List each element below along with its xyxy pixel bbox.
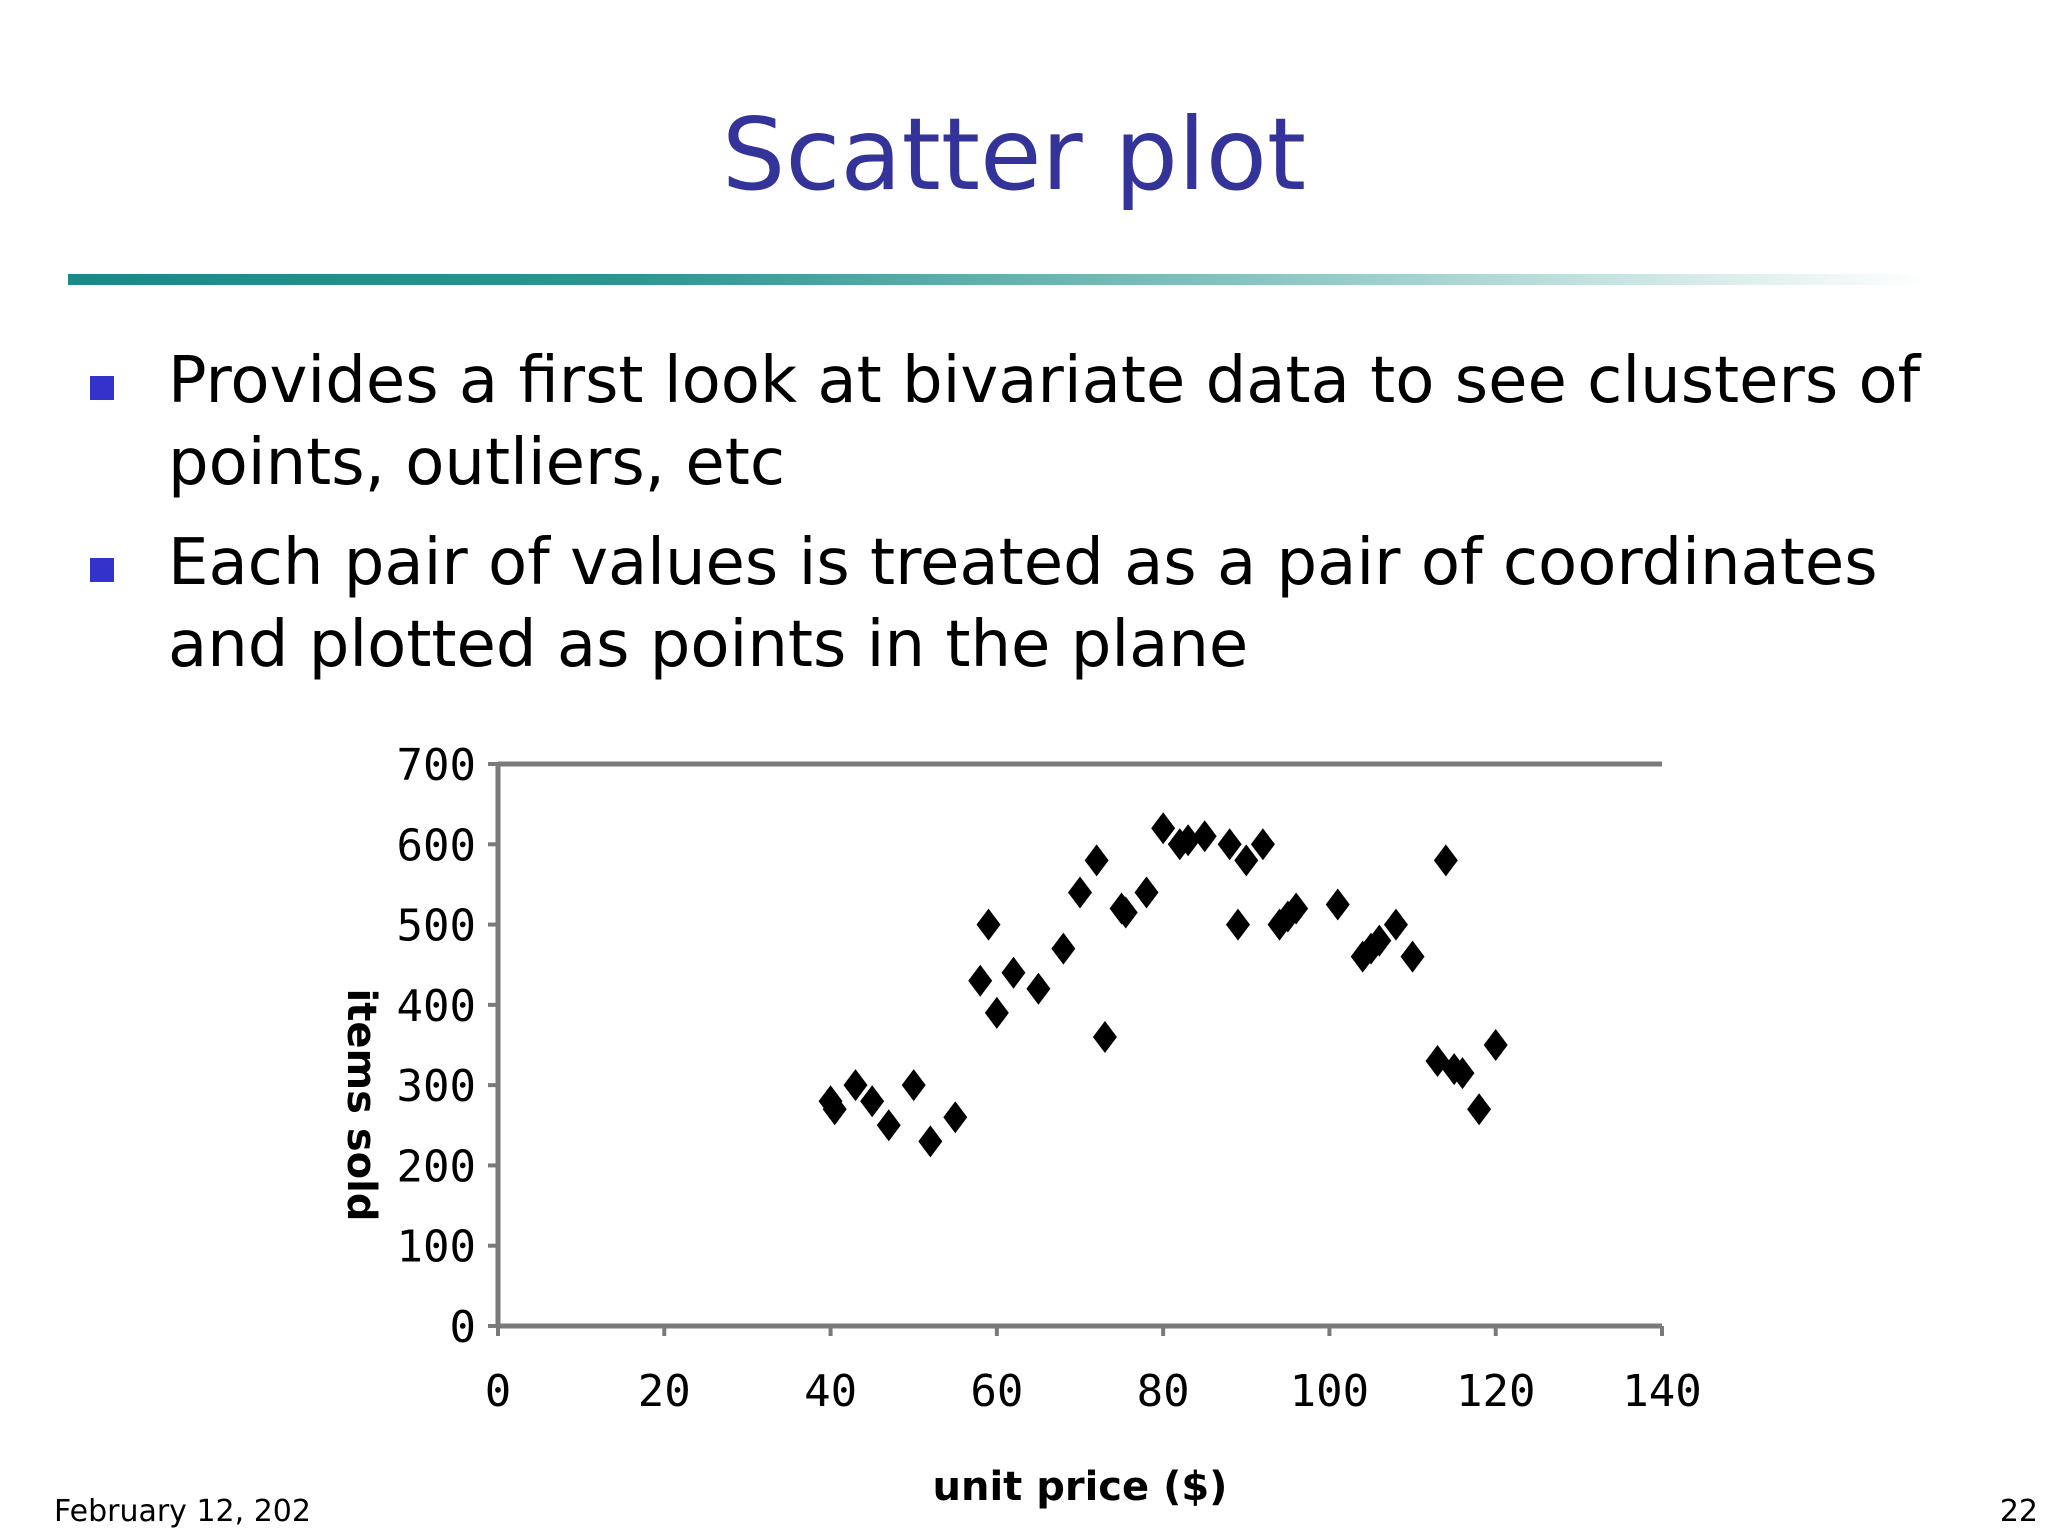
data-point	[876, 1109, 901, 1142]
page-number: 22	[1999, 1494, 2038, 1529]
data-point	[1383, 908, 1408, 941]
x-tick-label: 80	[1137, 1366, 1190, 1417]
x-tick-label: 100	[1290, 1366, 1369, 1417]
y-tick-label: 0	[450, 1302, 477, 1353]
bullet-item: Each pair of values is treated as a pair…	[90, 522, 1990, 686]
data-point	[1113, 896, 1138, 929]
data-point	[1176, 824, 1201, 857]
x-tick-label: 0	[485, 1366, 512, 1417]
data-point	[1192, 820, 1217, 853]
x-tick-label: 140	[1622, 1366, 1701, 1417]
y-tick-label: 400	[397, 981, 476, 1032]
data-point	[1001, 956, 1026, 989]
data-point	[976, 908, 1001, 941]
bullet-text: Provides a first look at bivariate data …	[168, 344, 1921, 500]
data-point	[1483, 1029, 1508, 1061]
data-point	[1217, 828, 1242, 861]
bullet-item: Provides a first look at bivariate data …	[90, 340, 1990, 504]
data-point	[918, 1125, 943, 1158]
data-point	[1092, 1020, 1117, 1053]
data-point	[1275, 900, 1300, 933]
data-point	[1467, 1093, 1492, 1126]
y-tick-label: 100	[397, 1222, 476, 1273]
square-bullet-icon	[90, 376, 114, 400]
y-tick-label: 700	[397, 740, 476, 791]
data-point	[1068, 876, 1092, 909]
data-point	[1450, 1057, 1475, 1090]
data-point	[1084, 844, 1109, 877]
x-axis-title: unit price ($)	[933, 1464, 1228, 1510]
data-point	[984, 996, 1009, 1029]
data-point	[1325, 888, 1350, 921]
footer-date: February 12, 202	[54, 1494, 310, 1529]
x-tick-label: 20	[638, 1366, 691, 1417]
data-point	[1433, 844, 1458, 877]
data-point	[1026, 972, 1051, 1005]
data-point	[843, 1069, 868, 1102]
data-point	[1284, 892, 1309, 925]
data-point	[1234, 844, 1259, 877]
data-point	[943, 1101, 968, 1134]
x-tick-label: 40	[804, 1366, 857, 1417]
bullet-text: Each pair of values is treated as a pair…	[168, 526, 1878, 682]
slide-title: Scatter plot	[721, 96, 1307, 213]
x-tick-label: 60	[970, 1366, 1023, 1417]
data-point	[1267, 908, 1292, 941]
data-point	[901, 1069, 926, 1102]
y-axis-title: items sold	[338, 988, 384, 1221]
data-point	[1051, 932, 1076, 965]
y-tick-label: 500	[397, 901, 476, 952]
data-point	[1367, 924, 1392, 957]
data-point	[1250, 828, 1275, 861]
y-tick-label: 300	[397, 1061, 476, 1112]
data-point	[860, 1085, 885, 1118]
y-tick-label: 200	[397, 1141, 476, 1192]
data-point	[1151, 812, 1176, 845]
data-point	[1400, 940, 1425, 973]
title-divider	[68, 274, 1928, 285]
data-point	[822, 1093, 847, 1126]
y-tick-label: 600	[397, 820, 476, 871]
square-bullet-icon	[90, 558, 114, 582]
x-tick-label: 120	[1456, 1366, 1535, 1417]
data-point	[968, 964, 993, 997]
bullet-list: Provides a first look at bivariate data …	[90, 340, 1990, 704]
scatter-chart: 0 100 200 300 400 500 600 700 0 20 40 60 80 100 120 140…	[338, 740, 1702, 1510]
data-point	[1134, 876, 1159, 909]
data-point	[1225, 908, 1250, 941]
